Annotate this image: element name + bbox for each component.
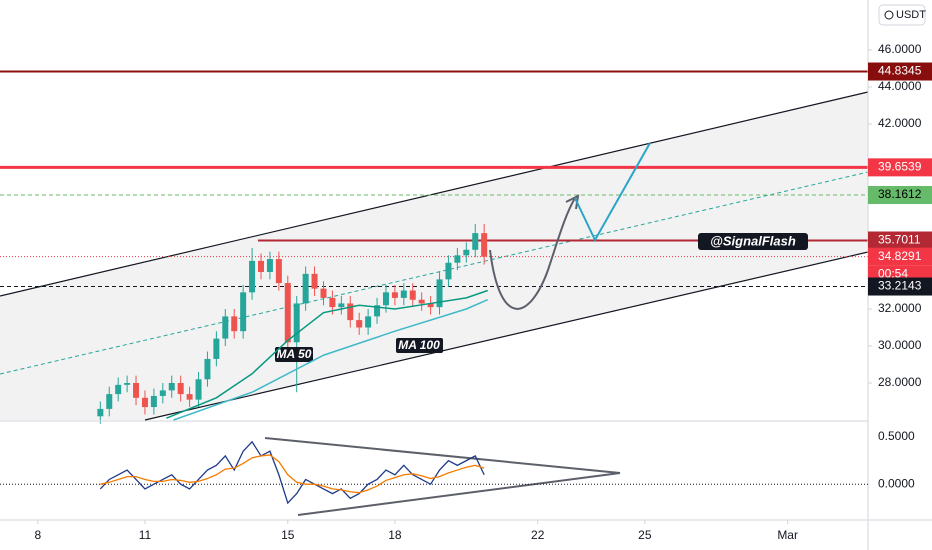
y-tick-label: 32.0000 <box>878 301 922 315</box>
arrow-head <box>565 194 580 210</box>
y-tick-label: 44.0000 <box>878 79 922 93</box>
price-label: 44.8345 <box>878 64 922 78</box>
oscillator-line <box>100 454 485 494</box>
price-label: 33.2143 <box>878 279 922 293</box>
candle-body <box>159 390 166 396</box>
candle-body <box>302 273 309 304</box>
candle-body <box>293 303 300 343</box>
candle-body <box>311 273 318 289</box>
candle-body <box>454 255 461 263</box>
candle-body <box>115 384 122 395</box>
candle-body <box>338 303 345 308</box>
channel-fill <box>0 92 868 420</box>
badge <box>698 233 808 250</box>
candle-body <box>168 382 175 391</box>
candle-body <box>445 262 452 280</box>
countdown: 00:54 <box>878 266 908 280</box>
icon <box>884 10 894 20</box>
currency-button[interactable] <box>878 4 926 26</box>
candle-body <box>258 260 265 272</box>
candle-body <box>150 395 157 408</box>
x-tick-label: 22 <box>531 528 545 542</box>
ma-label: MA 50 <box>277 347 312 361</box>
currency: USDT <box>896 9 926 21</box>
price-label-bg <box>868 247 932 266</box>
candle-body <box>365 316 372 328</box>
triangle <box>264 437 621 516</box>
channel-mid <box>0 171 869 375</box>
candle-body <box>481 233 488 257</box>
x-tick-label: 25 <box>638 528 652 542</box>
x-tick-label: Mar <box>777 528 798 542</box>
candle-body <box>204 358 211 380</box>
candle-body <box>240 292 247 332</box>
oscillator-line <box>99 440 485 505</box>
price-label-bg <box>868 231 932 250</box>
candle-body <box>141 397 148 408</box>
candle-body <box>133 382 140 398</box>
candle-body <box>409 290 416 300</box>
candle-body <box>356 320 363 328</box>
price-label: 38.1612 <box>878 187 922 201</box>
candle-body <box>124 382 131 385</box>
projection-arrow <box>489 197 576 310</box>
price-label-bg <box>868 62 932 81</box>
x-tick-label: 18 <box>388 528 402 542</box>
candle-body <box>329 297 336 308</box>
candle-body <box>222 316 229 339</box>
candle-body <box>463 249 470 256</box>
candle-body <box>213 338 220 359</box>
ma-label: MA 100 <box>398 338 440 352</box>
annotation: @SignalFlash <box>710 233 796 248</box>
candle-body <box>186 394 193 400</box>
price-label: 39.6539 <box>878 160 922 174</box>
x-tick-label: 11 <box>139 528 152 542</box>
candle-body <box>418 299 425 304</box>
candle-body <box>275 259 282 284</box>
candle-body <box>177 382 184 395</box>
badge <box>396 338 443 353</box>
channel-lower <box>144 251 869 421</box>
x-tick-label: 8 <box>35 528 42 542</box>
candle-body <box>284 283 291 343</box>
candle-body <box>231 316 238 332</box>
candle-body <box>97 408 104 417</box>
y-tick-label: 28.0000 <box>878 375 922 389</box>
osc-tick-label: 0.5000 <box>878 429 915 443</box>
candle-body <box>382 292 389 306</box>
price-label: 34.8291 <box>878 249 922 263</box>
y-tick-label: 30.0000 <box>878 338 922 352</box>
channel-upper <box>0 91 869 297</box>
candle-body <box>266 259 273 272</box>
candle-body <box>320 288 327 298</box>
candle-body <box>427 303 434 308</box>
price-label-bg <box>868 158 932 177</box>
price-label: 35.7011 <box>878 233 921 247</box>
badge <box>275 347 313 362</box>
candle-body <box>391 292 398 298</box>
projection-arrow <box>574 142 651 243</box>
candle-body <box>195 379 202 400</box>
candle-body <box>249 260 256 293</box>
price-label-bg <box>868 185 932 204</box>
candle-body <box>472 233 479 250</box>
candle-body <box>347 303 354 321</box>
moving-average <box>166 289 488 419</box>
candle-body <box>374 305 381 317</box>
moving-average <box>173 299 489 421</box>
osc-tick-label: 0.0000 <box>878 476 915 490</box>
y-tick-label: 42.0000 <box>878 116 922 130</box>
x-tick-label: 15 <box>281 528 295 542</box>
candle-body <box>400 290 407 298</box>
candle-body <box>106 394 113 409</box>
candle-body <box>436 279 443 308</box>
y-tick-label: 46.0000 <box>878 42 922 56</box>
price-label-bg <box>868 277 932 296</box>
